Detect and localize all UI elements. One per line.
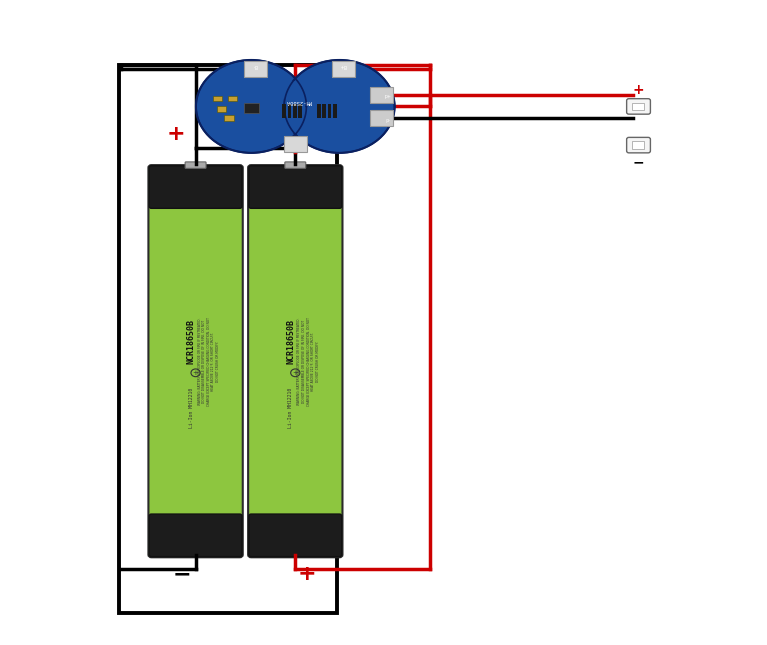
Bar bbox=[217, 106, 226, 112]
Text: +: + bbox=[633, 83, 644, 97]
Text: B-: B- bbox=[252, 63, 258, 68]
Bar bbox=[224, 115, 233, 121]
FancyBboxPatch shape bbox=[149, 165, 242, 557]
Text: NCR18650B: NCR18650B bbox=[186, 319, 196, 364]
Bar bbox=[288, 104, 291, 118]
Circle shape bbox=[284, 60, 394, 153]
Text: +: + bbox=[292, 370, 298, 376]
Text: B+: B+ bbox=[340, 63, 347, 68]
FancyBboxPatch shape bbox=[285, 162, 306, 168]
FancyBboxPatch shape bbox=[249, 514, 342, 557]
Bar bbox=[282, 104, 286, 118]
FancyBboxPatch shape bbox=[627, 137, 650, 153]
Bar bbox=[244, 61, 267, 77]
Bar bbox=[317, 104, 321, 118]
FancyBboxPatch shape bbox=[149, 166, 242, 208]
Text: WARNING: BATTERY MAY EXPLODE OR FIRE IF MISTREATED.
DO NOT DISASSEMBLE OR DISPOS: WARNING: BATTERY MAY EXPLODE OR FIRE IF … bbox=[298, 317, 320, 406]
Text: Li-Ion MH12210: Li-Ion MH12210 bbox=[288, 388, 294, 428]
FancyBboxPatch shape bbox=[149, 514, 242, 557]
Text: Li-Ion MH12210: Li-Ion MH12210 bbox=[189, 388, 194, 428]
Bar bbox=[244, 103, 259, 113]
Bar bbox=[632, 103, 644, 110]
Text: +: + bbox=[167, 124, 186, 144]
Bar bbox=[632, 141, 644, 149]
Text: −: − bbox=[633, 155, 644, 169]
Text: WARNING: BATTERY MAY EXPLODE OR FIRE IF MISTREATED.
DO NOT DISASSEMBLE OR DISPOS: WARNING: BATTERY MAY EXPLODE OR FIRE IF … bbox=[198, 317, 220, 406]
Text: −: − bbox=[173, 564, 191, 584]
Bar bbox=[370, 110, 393, 126]
Bar bbox=[229, 96, 238, 101]
Bar bbox=[293, 104, 297, 118]
Bar bbox=[370, 87, 393, 103]
Text: +: + bbox=[193, 370, 199, 376]
Bar bbox=[213, 96, 222, 101]
Text: +: + bbox=[298, 564, 316, 584]
Circle shape bbox=[196, 60, 307, 153]
Text: MH-2S80A: MH-2S80A bbox=[286, 99, 312, 104]
Text: +d: +d bbox=[384, 92, 390, 97]
Text: -d: -d bbox=[384, 115, 390, 121]
Bar bbox=[298, 104, 302, 118]
Bar bbox=[284, 136, 307, 152]
Text: −: − bbox=[301, 124, 320, 144]
Bar bbox=[119, 64, 337, 613]
FancyBboxPatch shape bbox=[627, 99, 650, 114]
Bar bbox=[328, 104, 331, 118]
FancyBboxPatch shape bbox=[249, 165, 342, 557]
Bar bbox=[333, 104, 337, 118]
Text: NCR18650B: NCR18650B bbox=[286, 319, 295, 364]
Bar bbox=[331, 61, 355, 77]
Bar bbox=[322, 104, 326, 118]
FancyBboxPatch shape bbox=[185, 162, 206, 168]
FancyBboxPatch shape bbox=[249, 166, 342, 208]
